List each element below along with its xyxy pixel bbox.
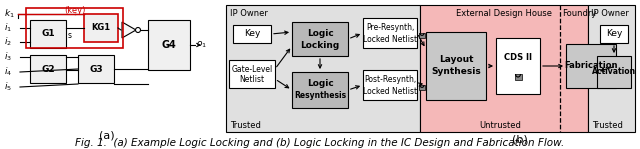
Text: Key: Key bbox=[606, 30, 622, 38]
Text: (b): (b) bbox=[512, 135, 528, 145]
Text: Resynthesis: Resynthesis bbox=[294, 91, 346, 100]
Text: $k_1$: $k_1$ bbox=[4, 8, 15, 20]
Bar bbox=[363, 70, 417, 100]
Bar bbox=[26, 8, 123, 48]
Bar bbox=[419, 33, 425, 38]
Text: Untrusted: Untrusted bbox=[479, 121, 521, 129]
Text: (a): (a) bbox=[99, 130, 115, 140]
Text: IP Owner: IP Owner bbox=[230, 8, 268, 17]
Text: Key: Key bbox=[244, 30, 260, 38]
Bar bbox=[30, 20, 66, 48]
Text: G4: G4 bbox=[162, 40, 177, 50]
Text: $i_1$: $i_1$ bbox=[4, 22, 12, 34]
Text: CDS II: CDS II bbox=[504, 53, 532, 62]
Text: Netlist: Netlist bbox=[239, 74, 264, 83]
Text: Locked Netlist: Locked Netlist bbox=[363, 87, 417, 96]
Text: $o_1$: $o_1$ bbox=[196, 40, 207, 50]
Bar bbox=[148, 20, 190, 70]
Bar bbox=[496, 38, 540, 94]
Text: Activation: Activation bbox=[592, 67, 636, 76]
Text: KG1: KG1 bbox=[92, 24, 111, 32]
Text: $i_2$: $i_2$ bbox=[4, 36, 12, 48]
Text: s: s bbox=[68, 31, 72, 41]
Text: Fig. 1.  (a) Example Logic Locking and (b) Logic Locking in the IC Design and Fa: Fig. 1. (a) Example Logic Locking and (b… bbox=[76, 138, 564, 148]
Text: Post-Resynth,: Post-Resynth, bbox=[364, 74, 416, 83]
Circle shape bbox=[136, 28, 141, 32]
Text: Synthesis: Synthesis bbox=[431, 67, 481, 76]
Text: G2: G2 bbox=[41, 65, 55, 73]
Text: $i_4$: $i_4$ bbox=[4, 66, 12, 78]
Text: $i_5$: $i_5$ bbox=[4, 81, 12, 93]
Text: Gate-Level: Gate-Level bbox=[232, 65, 273, 73]
Text: (key): (key) bbox=[64, 6, 86, 15]
Text: G1: G1 bbox=[41, 30, 55, 38]
Bar bbox=[84, 14, 118, 42]
Text: Foundry: Foundry bbox=[562, 8, 596, 17]
Bar bbox=[30, 55, 66, 83]
Text: Trusted: Trusted bbox=[592, 121, 623, 129]
Bar bbox=[233, 25, 271, 43]
Bar bbox=[515, 74, 522, 80]
Bar bbox=[420, 5, 588, 132]
Bar bbox=[292, 72, 348, 108]
Polygon shape bbox=[122, 22, 136, 38]
Text: Locking: Locking bbox=[300, 41, 340, 49]
Text: Pre-Resynth,: Pre-Resynth, bbox=[366, 22, 414, 31]
Bar bbox=[226, 5, 420, 132]
Text: Locked Netlist: Locked Netlist bbox=[363, 35, 417, 44]
Text: Trusted: Trusted bbox=[230, 121, 261, 129]
Bar bbox=[78, 55, 114, 83]
Bar bbox=[363, 18, 417, 48]
Text: External Design House: External Design House bbox=[456, 8, 552, 17]
Bar bbox=[597, 56, 631, 88]
Bar bbox=[566, 44, 616, 88]
Bar bbox=[292, 22, 348, 56]
Text: G3: G3 bbox=[89, 65, 103, 73]
Text: Fabrication: Fabrication bbox=[564, 62, 618, 70]
Bar bbox=[229, 60, 275, 88]
Text: Layout: Layout bbox=[439, 55, 473, 65]
Text: Logic: Logic bbox=[307, 80, 333, 89]
Bar bbox=[600, 25, 628, 43]
Text: Logic: Logic bbox=[307, 28, 333, 38]
Text: $i_3$: $i_3$ bbox=[4, 51, 12, 63]
Bar bbox=[588, 5, 635, 132]
Bar bbox=[419, 85, 425, 90]
Text: IP Owner: IP Owner bbox=[591, 8, 629, 17]
Bar bbox=[426, 32, 486, 100]
